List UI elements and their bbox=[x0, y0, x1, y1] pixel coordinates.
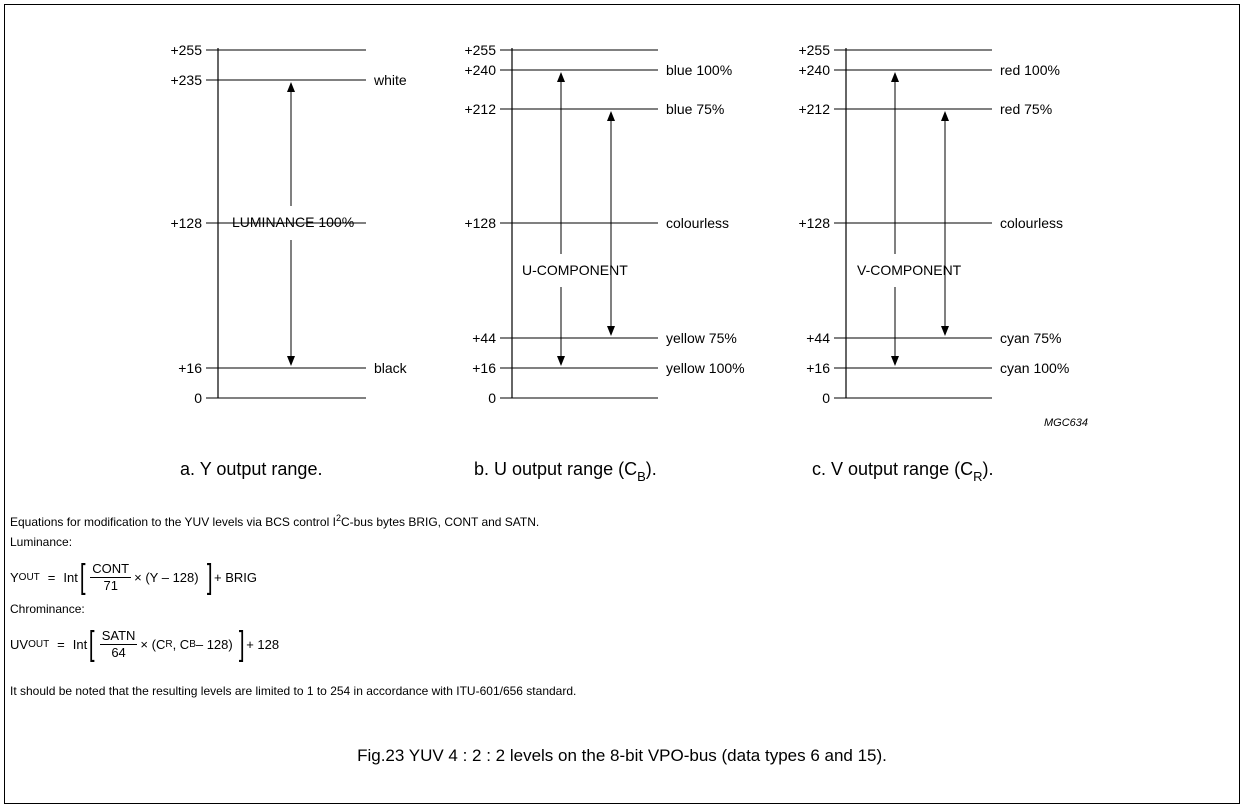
figure-caption: Fig.23 YUV 4 : 2 : 2 levels on the 8-bit… bbox=[357, 746, 887, 765]
level-value-label: +16 bbox=[472, 360, 496, 376]
level-value-label: 0 bbox=[488, 390, 496, 406]
range-arrow bbox=[607, 111, 615, 336]
level-value-label: +128 bbox=[464, 215, 496, 231]
limit-note: It should be noted that the resulting le… bbox=[10, 684, 577, 698]
panel-y-arrows bbox=[287, 82, 295, 366]
panel-y: +255 +235 white +128 +16 black 0 LUMINANCE 100… bbox=[170, 42, 407, 479]
level-name-label: blue 75% bbox=[666, 101, 724, 117]
panel-v-levels: +255 +240 red 100% +212 red 75% +128 colourles… bbox=[798, 42, 1069, 406]
level-name-label: yellow 75% bbox=[666, 330, 737, 346]
level-name-label: white bbox=[373, 72, 407, 88]
yuv-level-diagram: +255 +235 white +128 +16 black 0 LUMINANCE 100… bbox=[170, 42, 1088, 484]
level-value-label: +212 bbox=[464, 101, 496, 117]
level-name-label: cyan 75% bbox=[1000, 330, 1061, 346]
level-value-label: +240 bbox=[798, 62, 830, 78]
level-value-label: +128 bbox=[798, 215, 830, 231]
panel-u-levels: +255 +240 blue 100% +212 blue 75% +128 colourl… bbox=[464, 42, 744, 406]
chrominance-heading: Chrominance: bbox=[10, 602, 85, 616]
level-value-label: +255 bbox=[464, 42, 496, 58]
panel-u-caption: b. U output range (CB). bbox=[474, 459, 657, 484]
panel-v-caption: c. V output range (CR). bbox=[812, 459, 993, 484]
panel-v-component-label: V-COMPONENT bbox=[857, 262, 962, 278]
level-value-label: 0 bbox=[822, 390, 830, 406]
level-name-label: red 100% bbox=[1000, 62, 1060, 78]
level-value-label: +255 bbox=[170, 42, 202, 58]
range-arrow bbox=[557, 72, 565, 366]
level-name-label: colourless bbox=[666, 215, 729, 231]
panel-y-levels: +255 +235 white +128 +16 black 0 bbox=[170, 42, 407, 406]
panel-u-arrows bbox=[557, 72, 615, 366]
y-equation: Y OUT = Int [ CONT 71 × (Y – 128) ] + BRIG bbox=[10, 558, 258, 596]
level-value-label: +255 bbox=[798, 42, 830, 58]
level-name-label: cyan 100% bbox=[1000, 360, 1069, 376]
level-name-label: yellow 100% bbox=[666, 360, 745, 376]
level-value-label: +128 bbox=[170, 215, 202, 231]
drawing-code: MGC634 bbox=[1044, 417, 1088, 429]
range-arrow bbox=[891, 72, 899, 366]
level-name-label: red 75% bbox=[1000, 101, 1052, 117]
level-value-label: +235 bbox=[170, 72, 202, 88]
level-value-label: +240 bbox=[464, 62, 496, 78]
panel-u-component-label: U-COMPONENT bbox=[522, 262, 628, 278]
luminance-heading: Luminance: bbox=[10, 535, 73, 549]
range-arrow bbox=[941, 111, 949, 336]
intro-text: Equations for modification to the YUV le… bbox=[10, 513, 540, 529]
level-value-label: +44 bbox=[806, 330, 830, 346]
level-name-label: blue 100% bbox=[666, 62, 732, 78]
level-name-label: colourless bbox=[1000, 215, 1063, 231]
level-value-label: 0 bbox=[194, 390, 202, 406]
panel-v: +255 +240 red 100% +212 red 75% +128 colourles… bbox=[798, 42, 1069, 484]
panel-y-component-label: LUMINANCE 100% bbox=[232, 214, 354, 230]
level-value-label: +16 bbox=[178, 360, 202, 376]
level-name-label: black bbox=[374, 360, 408, 376]
panel-u: +255 +240 blue 100% +212 blue 75% +128 colourl… bbox=[464, 42, 744, 484]
level-value-label: +44 bbox=[472, 330, 496, 346]
level-value-label: +16 bbox=[806, 360, 830, 376]
panel-y-caption: a. Y output range. bbox=[180, 459, 322, 479]
figure-frame bbox=[4, 4, 1240, 804]
panel-v-arrows bbox=[891, 72, 949, 366]
range-arrow bbox=[287, 82, 295, 366]
level-value-label: +212 bbox=[798, 101, 830, 117]
